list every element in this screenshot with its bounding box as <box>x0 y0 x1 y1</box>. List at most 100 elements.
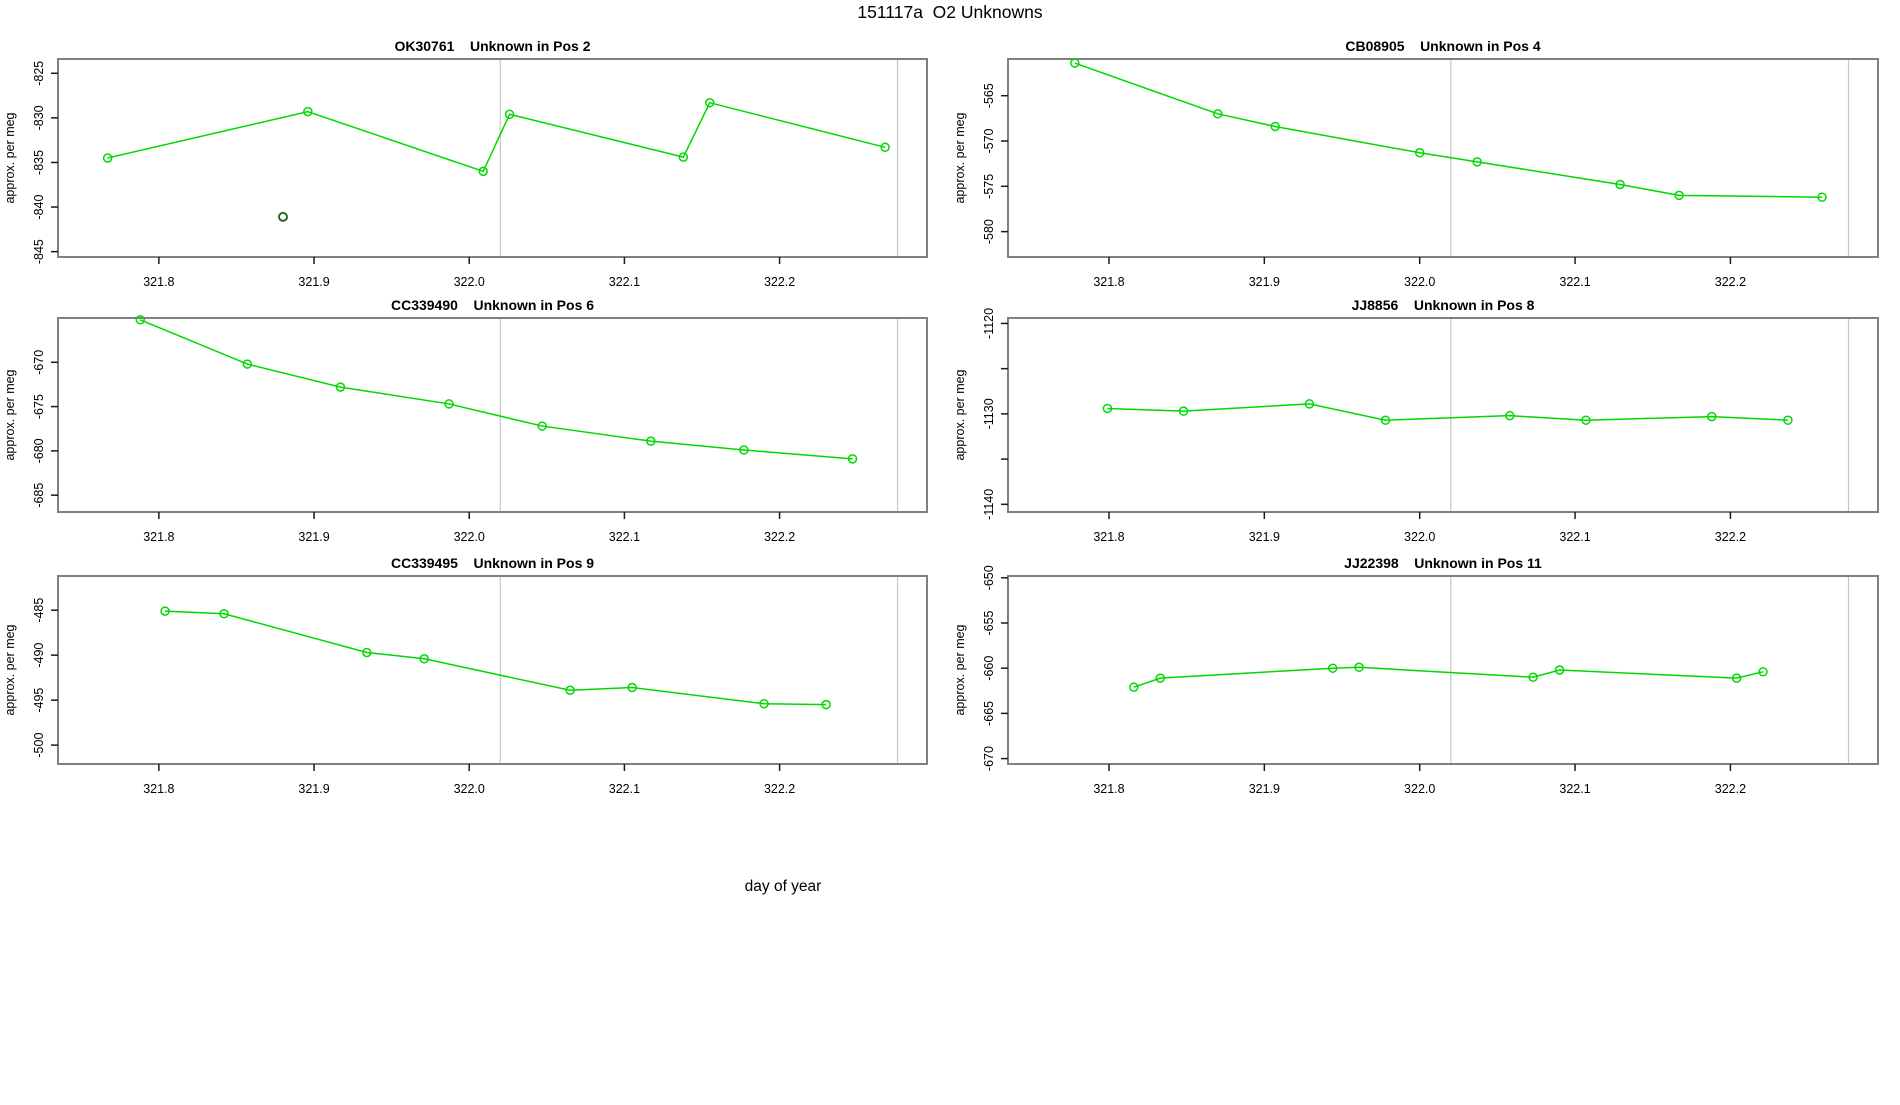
y-tick-label: -845 <box>32 239 46 264</box>
data-point <box>627 682 637 693</box>
data-point <box>821 699 831 710</box>
panel-CC339490: 321.8 321.9 322.0 322.1 322.2 -670 -675 -680 -68… <box>3 297 928 544</box>
data-point <box>1707 411 1717 422</box>
x-tick-label: 322.0 <box>1404 782 1435 796</box>
y-tick-label: -655 <box>982 610 996 635</box>
data-point <box>1129 682 1139 692</box>
data-point <box>847 454 858 464</box>
x-tick-label: 321.8 <box>1093 275 1124 289</box>
data-point <box>1528 672 1538 682</box>
y-tick-label: -675 <box>32 394 46 419</box>
x-tick-label: 321.8 <box>1093 782 1124 796</box>
x-tick-label: 321.8 <box>143 530 174 544</box>
x-tick-label: 322.0 <box>1404 275 1435 289</box>
x-tick-label: 321.9 <box>298 782 329 796</box>
series-line <box>165 610 827 706</box>
panel-title: OK30761 Unknown in Pos 2 <box>394 38 590 54</box>
y-tick-label: -650 <box>982 565 996 590</box>
data-point <box>1414 148 1425 158</box>
y-tick-label: -660 <box>982 656 996 681</box>
x-tick-label: 322.2 <box>764 782 795 796</box>
data-point <box>1270 121 1280 132</box>
series-line <box>1133 666 1764 688</box>
x-tick-label: 322.2 <box>1715 275 1746 289</box>
data-point <box>160 606 170 616</box>
data-point <box>646 436 656 446</box>
x-tick-label: 321.9 <box>1249 782 1280 796</box>
data-point <box>1615 179 1625 190</box>
y-tick-label: -670 <box>982 746 996 771</box>
data-point <box>1212 109 1223 119</box>
data-point <box>759 698 769 709</box>
x-tick-label: 321.9 <box>1249 275 1280 289</box>
data-point <box>1102 403 1113 414</box>
y-tick-label: -485 <box>32 598 46 623</box>
x-tick-label: 322.1 <box>1559 275 1590 289</box>
data-point <box>537 421 547 431</box>
series-line <box>107 101 886 173</box>
series-line <box>1074 62 1823 198</box>
data-point <box>478 166 488 177</box>
data-point <box>219 609 229 619</box>
panel-title: CC339490 Unknown in Pos 6 <box>391 297 594 313</box>
panel-title: CB08905 Unknown in Pos 4 <box>1345 38 1540 54</box>
panel-border <box>57 317 928 513</box>
panel-border <box>1007 317 1879 513</box>
x-tick-label: 322.0 <box>454 530 485 544</box>
x-tick-label: 322.0 <box>454 782 485 796</box>
data-point <box>1304 399 1315 409</box>
data-point <box>444 399 454 409</box>
data-point <box>135 315 145 325</box>
x-tick-label: 322.1 <box>1559 782 1590 796</box>
data-point <box>880 142 890 153</box>
x-tick-label: 322.2 <box>764 530 795 544</box>
chart-title: 151117a O2 Unknowns <box>857 2 1043 22</box>
panel-border <box>57 58 928 258</box>
x-tick-label: 322.1 <box>1559 530 1590 544</box>
y-axis-label: approx. per meg <box>3 624 17 715</box>
y-tick-label: -500 <box>32 733 46 758</box>
data-point <box>504 109 515 120</box>
y-axis-label: approx. per meg <box>3 369 17 460</box>
series-line <box>139 319 853 460</box>
panel-border <box>1007 575 1879 765</box>
y-axis-label: approx. per meg <box>3 112 17 203</box>
data-point <box>1554 665 1565 675</box>
x-tick-label: 321.8 <box>143 275 174 289</box>
y-axis-label: approx. per meg <box>953 369 967 460</box>
y-tick-label: -580 <box>982 219 996 244</box>
y-axis-label: approx. per meg <box>953 624 967 715</box>
data-point <box>1581 415 1591 425</box>
data-point <box>303 106 313 117</box>
x-tick-label: 321.9 <box>1249 530 1280 544</box>
y-tick-label: -575 <box>982 174 996 199</box>
y-tick-label: -1120 <box>982 308 996 339</box>
y-tick-label: -1140 <box>982 489 996 520</box>
x-tick-label: 321.9 <box>298 530 329 544</box>
x-tick-label: 322.1 <box>609 782 640 796</box>
x-tick-label: 322.1 <box>609 275 640 289</box>
panel-CC339495: 321.8 321.9 322.0 322.1 322.2 -485 -490 -495 -50… <box>3 555 928 796</box>
x-tick-label: 322.1 <box>609 530 640 544</box>
x-tick-label: 322.0 <box>1404 530 1435 544</box>
x-axis-label: day of year <box>744 878 822 895</box>
data-point <box>1354 662 1364 673</box>
panel-JJ22398: 321.8 321.9 322.0 322.1 322.2 -650 -655 -660 -66… <box>953 555 1879 796</box>
panel-border <box>1007 58 1879 258</box>
data-point <box>705 97 715 108</box>
x-tick-label: 321.8 <box>1093 530 1124 544</box>
data-point <box>1758 667 1768 677</box>
panel-title: JJ8856 Unknown in Pos 8 <box>1352 297 1535 313</box>
panel-CB08905: 321.8 321.9 322.0 322.1 322.2 -565 -570 -575 -58… <box>953 38 1879 289</box>
y-tick-label: -495 <box>32 688 46 713</box>
x-tick-label: 321.9 <box>298 275 329 289</box>
data-point <box>678 152 689 162</box>
panel-OK30761: 321.8 321.9 322.0 322.1 322.2 -825 -830 -835 -84… <box>3 38 928 289</box>
data-point <box>1327 663 1338 673</box>
data-point <box>419 654 429 664</box>
data-point <box>1380 415 1391 425</box>
y-tick-label: -570 <box>982 128 996 153</box>
y-axis-label: approx. per meg <box>953 112 967 203</box>
